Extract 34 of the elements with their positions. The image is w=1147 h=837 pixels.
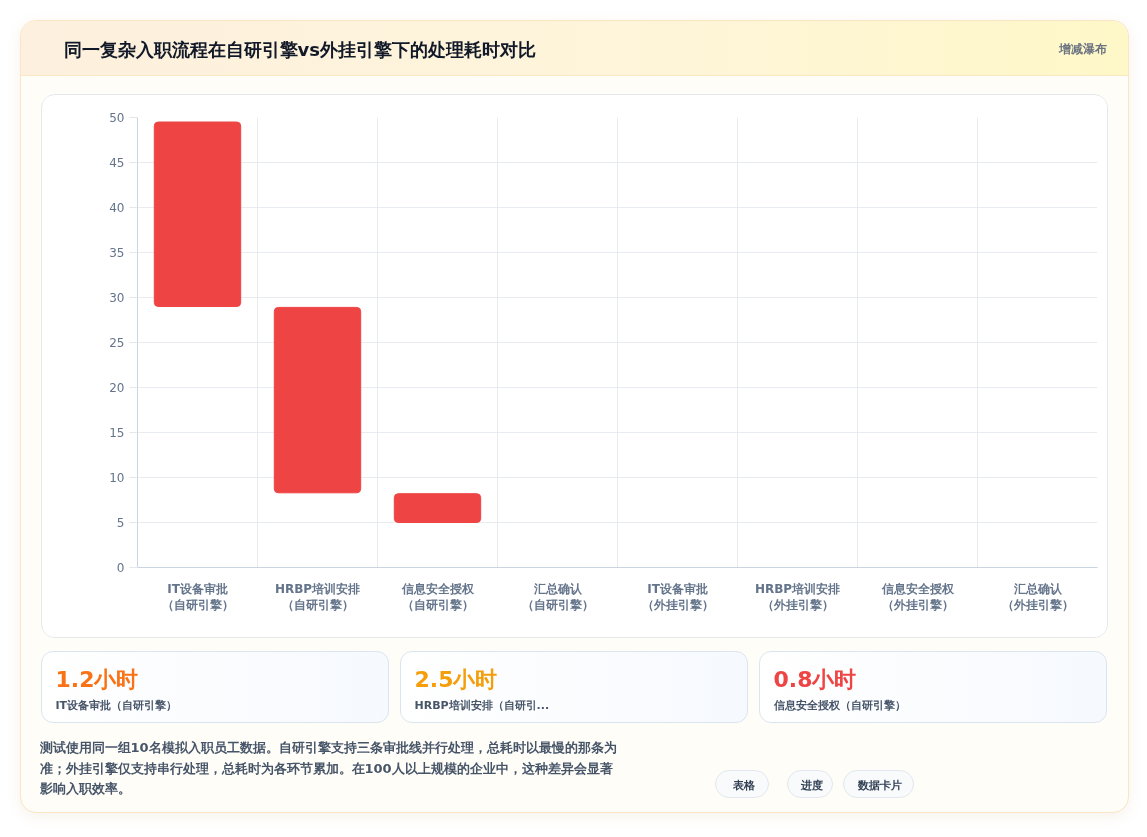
text: 进度 bbox=[799, 779, 823, 792]
chart-title: 同一复杂入职流程在自研引擎vs外挂引擎下的处理耗时对比 bbox=[63, 39, 536, 60]
y-tick-label: 15 bbox=[109, 426, 125, 440]
text: 增减瀑布 bbox=[1057, 41, 1107, 56]
text: 1.2小时 bbox=[55, 667, 139, 692]
x-tick-label: HRBP培训安排（自研引擎） bbox=[274, 581, 361, 613]
x-tick-label: IT设备审批（外挂引擎） bbox=[641, 581, 714, 613]
y-tick-label: 25 bbox=[109, 336, 125, 350]
text: 2.5小时 bbox=[414, 667, 498, 692]
y-tick-label: 0 bbox=[116, 561, 125, 575]
text: 信息安全授权（自研引擎） bbox=[772, 699, 906, 712]
text: IT设备审批（自研引擎） bbox=[55, 699, 178, 712]
bar bbox=[273, 306, 362, 494]
text: 测试使用同一组10名模拟入职员工数据。自研引擎支持三条审批线并行处理，总耗时以最慢的那条为准；外挂引擎仅支持串行处理，总耗时为各环节累加。在100人以上规模的企业中，这种差异会显著影响入职效率。 bbox=[38, 740, 617, 796]
text: 数据卡片 bbox=[857, 779, 902, 792]
y-tick-label: 35 bbox=[109, 246, 125, 260]
x-tick-label: 汇总确认（外挂引擎） bbox=[1001, 581, 1074, 613]
text: 表格 bbox=[731, 779, 756, 792]
bar bbox=[393, 493, 482, 523]
y-tick-label: 20 bbox=[109, 381, 125, 395]
x-tick-label: 信息安全授权（自研引擎） bbox=[400, 581, 475, 613]
x-tick-label: 汇总确认（自研引擎） bbox=[521, 581, 594, 613]
y-tick-label: 50 bbox=[109, 111, 125, 125]
x-tick-label: IT设备审批（自研引擎） bbox=[161, 581, 234, 613]
y-tick-label: 45 bbox=[109, 156, 125, 170]
x-tick-label: HRBP培训安排（外挂引擎） bbox=[754, 581, 841, 613]
text: HRBP培训安排（自研引... bbox=[414, 699, 550, 712]
x-tick-label: 信息安全授权（外挂引擎） bbox=[880, 581, 955, 613]
y-tick-label: 40 bbox=[109, 201, 125, 215]
y-tick-label: 30 bbox=[109, 291, 125, 305]
bar bbox=[153, 121, 242, 307]
y-tick-label: 5 bbox=[116, 516, 125, 530]
y-tick-label: 10 bbox=[109, 471, 125, 485]
text: 0.8小时 bbox=[773, 667, 857, 692]
